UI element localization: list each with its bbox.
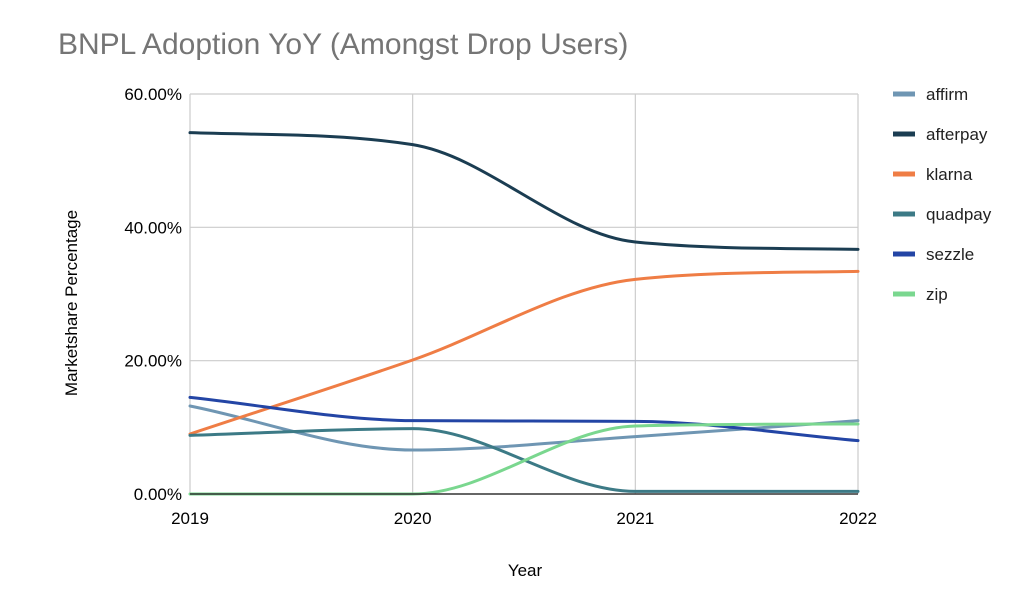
legend-label-sezzle: sezzle bbox=[926, 245, 974, 264]
x-tick-label: 2021 bbox=[616, 509, 654, 528]
legend-label-zip: zip bbox=[926, 285, 948, 304]
y-tick-label: 0.00% bbox=[134, 485, 182, 504]
legend-label-quadpay: quadpay bbox=[926, 205, 992, 224]
series-line-affirm bbox=[188, 404, 860, 452]
x-axis-ticks: 2019 2020 2021 2022 bbox=[171, 509, 877, 528]
series-lines bbox=[188, 131, 860, 496]
x-tick-label: 2019 bbox=[171, 509, 209, 528]
y-axis-title: Marketshare Percentage bbox=[62, 210, 81, 396]
legend-label-afterpay: afterpay bbox=[926, 125, 988, 144]
x-tick-label: 2022 bbox=[839, 509, 877, 528]
y-tick-label: 20.00% bbox=[124, 352, 182, 371]
legend-label-affirm: affirm bbox=[926, 85, 968, 104]
series-line-klarna bbox=[188, 269, 860, 436]
x-axis-title: Year bbox=[508, 561, 543, 580]
y-tick-label: 40.00% bbox=[124, 218, 182, 237]
legend: affirm afterpay klarna quadpay sezzle zip bbox=[893, 85, 992, 304]
y-tick-label: 60.00% bbox=[124, 85, 182, 104]
gridlines bbox=[189, 93, 859, 494]
chart-title: BNPL Adoption YoY (Amongst Drop Users) bbox=[58, 28, 628, 61]
legend-label-klarna: klarna bbox=[926, 165, 973, 184]
series-line-sezzle bbox=[188, 395, 860, 443]
x-tick-label: 2020 bbox=[394, 509, 432, 528]
y-axis-ticks: 0.00% 20.00% 40.00% 60.00% bbox=[124, 85, 182, 504]
series-line-afterpay bbox=[188, 131, 860, 251]
